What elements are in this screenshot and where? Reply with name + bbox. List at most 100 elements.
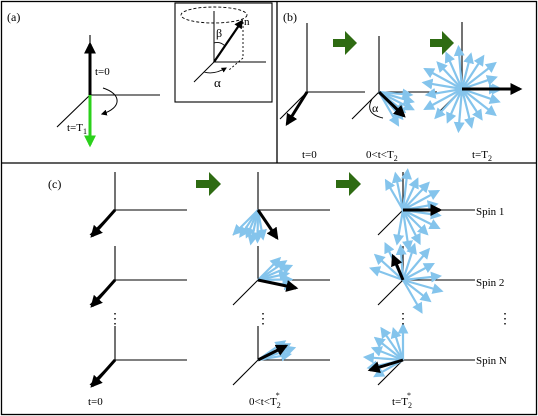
c-row1-start-vector: [90, 209, 117, 238]
progress-arrow-b1: [333, 31, 357, 55]
ellipsis-col-3: ⋮: [396, 312, 410, 327]
c-row1-mid-arrow: [232, 209, 259, 236]
c-rowN-end-arrow: [362, 352, 404, 364]
c-row2-end-arrow: [402, 247, 431, 281]
axis-n-vector: [213, 19, 243, 63]
c-axis-y: [232, 279, 259, 306]
b2-alpha-label: α: [372, 101, 379, 115]
panel-c-vectors: [90, 204, 443, 388]
inset-alpha-label: α: [214, 75, 221, 90]
ellipsis-col-4: ⋮: [498, 312, 512, 327]
c-row2-end-vector: [391, 253, 405, 281]
panel-b: (b) α t=0 0<t<T2 t=T2: [279, 10, 523, 163]
c-rowN-end-arrow: [370, 346, 404, 362]
b3-dephasing-arrow: [423, 88, 463, 111]
c-time-label-3: t=T2*: [392, 391, 412, 410]
b2-dephasing-arrow: [378, 91, 415, 111]
b3-dephasing-arrow: [444, 51, 464, 90]
c-row1-end-arrow: [402, 181, 430, 211]
b2-dephasing-arrow: [378, 90, 415, 105]
ellipsis-col-2: ⋮: [256, 312, 270, 327]
c-row2-end-arrow: [402, 279, 423, 314]
panel-a: (a) t=0 t=T1 n β α: [7, 2, 273, 148]
b3-dephasing-arrow: [460, 52, 474, 90]
c-rowN-start-vector: [90, 359, 117, 388]
panel-c: (c) Spin 1 Spin 2 Spin N ⋮ ⋮ ⋮ ⋮ t=0 0<t…: [48, 168, 512, 410]
b3-dephasing-arrow: [461, 61, 497, 90]
spin-1-label: Spin 1: [476, 206, 504, 218]
b3-dephasing-arrow: [421, 78, 463, 91]
panel-b-tag: (b): [283, 10, 297, 24]
spin-2-label: Spin 2: [476, 277, 504, 289]
b3-dephasing-arrow: [423, 67, 463, 90]
spin-n-label: Spin N: [476, 355, 507, 367]
c-row1-mid-vector: [256, 209, 279, 240]
c-row2-end-arrow: [402, 278, 444, 294]
b3-dephasing-arrow: [461, 75, 498, 91]
b3-dephasing-arrow: [453, 88, 465, 134]
b-time-label-2: 0<t<T2: [366, 149, 398, 163]
c-row2-end-arrow: [369, 266, 404, 282]
c-row2-mid-arrow: [257, 264, 294, 282]
c-row1-end-arrow: [401, 168, 413, 211]
c-rowN-end-arrow: [373, 336, 404, 361]
panel-c-fans: [232, 168, 444, 378]
c-row1-end-arrow: [402, 209, 441, 229]
c-row1-end-arrow: [402, 209, 421, 246]
label-t1: t=T1: [67, 122, 87, 136]
ellipsis-col-1: ⋮: [108, 312, 122, 327]
progress-arrow-b2: [430, 31, 454, 55]
c-time-label-2: 0<t<T2*: [249, 391, 281, 410]
c-axis-y: [232, 359, 259, 386]
b3-dephasing-arrow: [424, 87, 463, 99]
c-row2-start-vector: [90, 279, 117, 308]
b2-dephasing-fan: [377, 88, 415, 127]
rotation-arc-arrow: [100, 87, 118, 116]
b2-dephasing-arrow: [378, 91, 400, 127]
c-row2-end-arrow: [373, 253, 404, 281]
c-row1-end-arrow: [402, 209, 429, 236]
c-axis-y: [377, 209, 404, 236]
c-rowN-end-arrow: [380, 326, 404, 361]
c-row2-end-arrow: [402, 271, 442, 283]
rotation-axis-inset: n β α: [174, 2, 273, 103]
label-t0: t=0: [95, 66, 110, 78]
c-row1-end-arrow: [402, 189, 441, 211]
panel-a-tag: (a): [7, 10, 20, 24]
c-row2-mid-vector: [257, 278, 299, 292]
c-row2-end-arrow: [402, 262, 435, 281]
b3-dephasing-arrow: [453, 44, 465, 90]
c-time-label-1: t=0: [88, 396, 103, 408]
panel-a-axes: [56, 35, 160, 128]
b3-dephasing-arrow: [446, 88, 464, 124]
c-rowN-mid-vector: [257, 344, 289, 362]
c-row2-end-arrow: [402, 279, 432, 303]
b2-spin-vector: [377, 90, 406, 118]
c-axis-y: [377, 359, 404, 386]
b3-dephasing-arrow: [460, 88, 475, 129]
c-row1-end-arrow: [384, 178, 404, 211]
inset-beta-label: β: [216, 26, 222, 40]
progress-arrow-c1: [196, 172, 221, 196]
inset-n-label: n: [244, 16, 250, 28]
panel-b-axes-1: [279, 23, 365, 120]
b-time-label-1: t=0: [302, 149, 317, 161]
c-row1-end-arrow: [402, 177, 419, 211]
c-rowN-end-vector: [367, 358, 404, 373]
b3-dephasing-arrow: [461, 88, 483, 121]
b3-dephasing-arrow: [436, 61, 463, 90]
b3-dephasing-arrow: [461, 87, 501, 104]
c-row1-end-arrow: [391, 171, 405, 211]
progress-arrow-c2: [336, 172, 361, 196]
b3-dephasing-arrow: [434, 88, 463, 120]
b1-spin-vector: [285, 91, 309, 127]
panel-c-tag: (c): [48, 177, 61, 191]
c-row1-end-arrow: [393, 209, 405, 246]
c-row2-end-arrow: [401, 242, 417, 281]
inset-box: [174, 2, 273, 103]
c-axis-y: [377, 279, 404, 306]
c-rowN-end-arrow: [390, 326, 405, 361]
b-time-label-3: t=T2: [472, 149, 492, 163]
